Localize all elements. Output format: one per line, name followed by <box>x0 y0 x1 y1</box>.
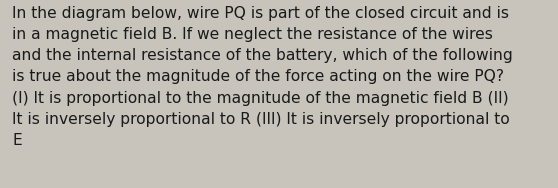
Text: In the diagram below, wire PQ is part of the closed circuit and is
in a magnetic: In the diagram below, wire PQ is part of… <box>12 6 513 148</box>
